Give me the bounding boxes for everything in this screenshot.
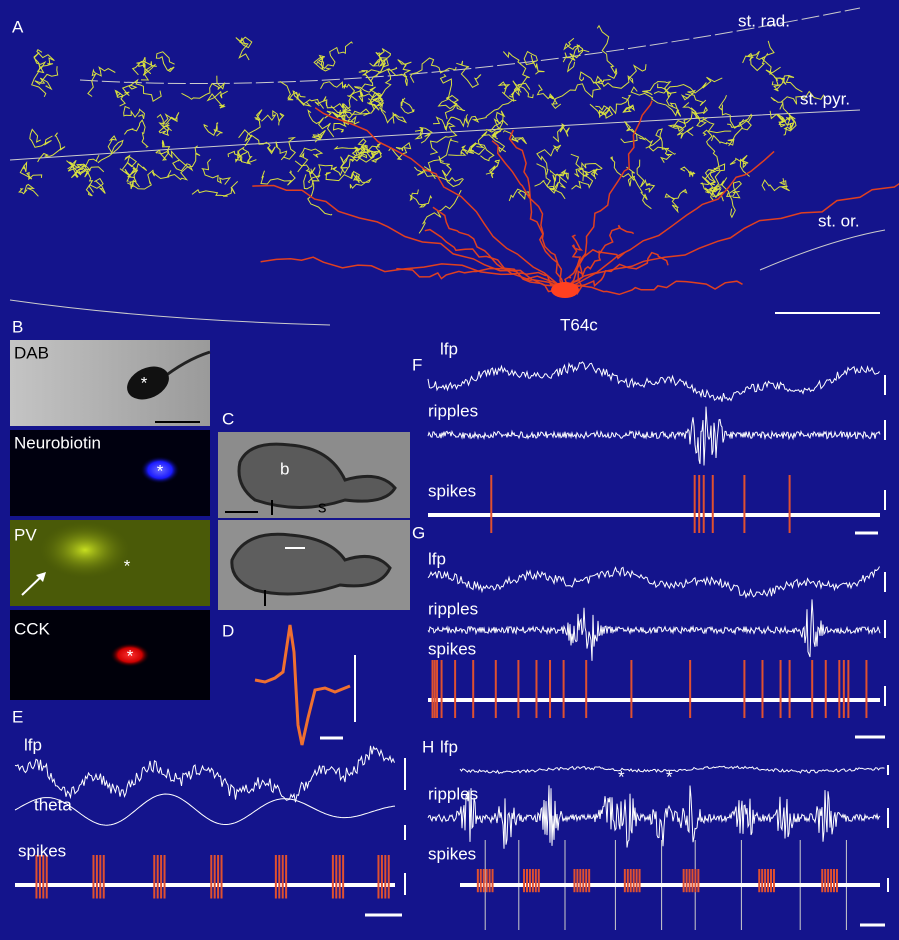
trace-label: lfp xyxy=(428,549,446,568)
marker: * xyxy=(157,461,164,480)
trace-label: spikes xyxy=(18,841,66,860)
panel-label: E xyxy=(12,707,23,726)
soma xyxy=(551,282,579,298)
trace-label: lfp xyxy=(440,339,458,358)
panel-label: D xyxy=(222,621,234,640)
trace-label: lfp xyxy=(440,737,458,756)
panel-label: B xyxy=(12,317,23,336)
image-label: PV xyxy=(14,525,37,544)
trace-label: ripples xyxy=(428,784,478,803)
structure-label: s xyxy=(318,497,327,516)
cell-label: T64c xyxy=(560,315,598,334)
marker: * xyxy=(141,373,148,392)
trace-label: spikes xyxy=(428,481,476,500)
marker: * xyxy=(124,556,131,575)
trace-label: ripples xyxy=(428,401,478,420)
structure-label: b xyxy=(280,459,289,478)
panel-label: A xyxy=(12,17,24,36)
marker: * xyxy=(618,767,625,786)
marker: * xyxy=(666,767,673,786)
image-label: DAB xyxy=(14,343,49,362)
panel-label: G xyxy=(412,523,425,542)
panel-label: F xyxy=(412,355,422,374)
panel-label: C xyxy=(222,409,234,428)
layer-label: st. pyr. xyxy=(800,89,850,108)
trace-label: theta xyxy=(34,795,72,814)
layer-label: st. rad. xyxy=(738,11,790,30)
layer-label: st. or. xyxy=(818,211,860,230)
marker: * xyxy=(127,646,134,665)
trace-label: lfp xyxy=(24,735,42,754)
trace-label: spikes xyxy=(428,844,476,863)
trace-label: ripples xyxy=(428,599,478,618)
cell-body xyxy=(40,522,130,578)
image-label: Neurobiotin xyxy=(14,433,101,452)
panel-label: H xyxy=(422,737,434,756)
image-label: CCK xyxy=(14,619,51,638)
figure: A st. rad. st. pyr. st. or. T64c B DAB *… xyxy=(0,0,899,940)
trace-label: spikes xyxy=(428,639,476,658)
